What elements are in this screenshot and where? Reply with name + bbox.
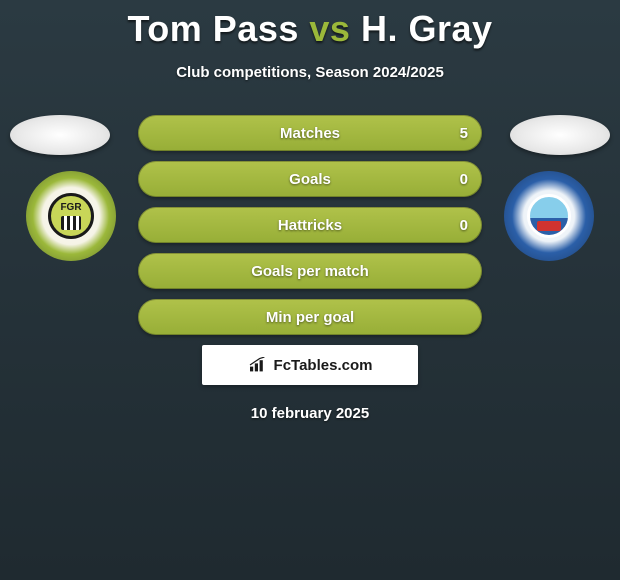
season-subtitle: Club competitions, Season 2024/2025 [0, 64, 620, 81]
comparison-content: Matches 5 Goals 0 Hattricks 0 Goals per … [0, 115, 620, 422]
chart-icon [248, 357, 268, 373]
team1-crest-icon [48, 193, 94, 239]
footer-date: 10 february 2025 [0, 405, 620, 422]
stats-bars: Matches 5 Goals 0 Hattricks 0 Goals per … [138, 115, 482, 335]
comparison-title: Tom Pass vs H. Gray [0, 0, 620, 50]
stat-bar-min-per-goal: Min per goal [138, 299, 482, 335]
player2-name: H. Gray [361, 8, 493, 49]
stat-label: Goals per match [251, 263, 369, 280]
stat-bar-goals-per-match: Goals per match [138, 253, 482, 289]
stat-value-right: 5 [460, 125, 468, 142]
vs-separator: vs [309, 8, 350, 49]
stat-value-right: 0 [460, 171, 468, 188]
stat-label: Goals [289, 171, 331, 188]
stat-bar-goals: Goals 0 [138, 161, 482, 197]
stat-label: Hattricks [278, 217, 342, 234]
stat-label: Min per goal [266, 309, 354, 326]
stat-bar-hattricks: Hattricks 0 [138, 207, 482, 243]
player1-avatar-placeholder [10, 115, 110, 155]
team2-crest-icon [527, 194, 571, 238]
player2-avatar-placeholder [510, 115, 610, 155]
stat-label: Matches [280, 125, 340, 142]
fctables-watermark: FcTables.com [202, 345, 418, 385]
stat-value-right: 0 [460, 217, 468, 234]
player1-name: Tom Pass [127, 8, 298, 49]
team2-badge [504, 171, 594, 261]
team1-badge [26, 171, 116, 261]
watermark-text: FcTables.com [274, 357, 373, 374]
stat-bar-matches: Matches 5 [138, 115, 482, 151]
